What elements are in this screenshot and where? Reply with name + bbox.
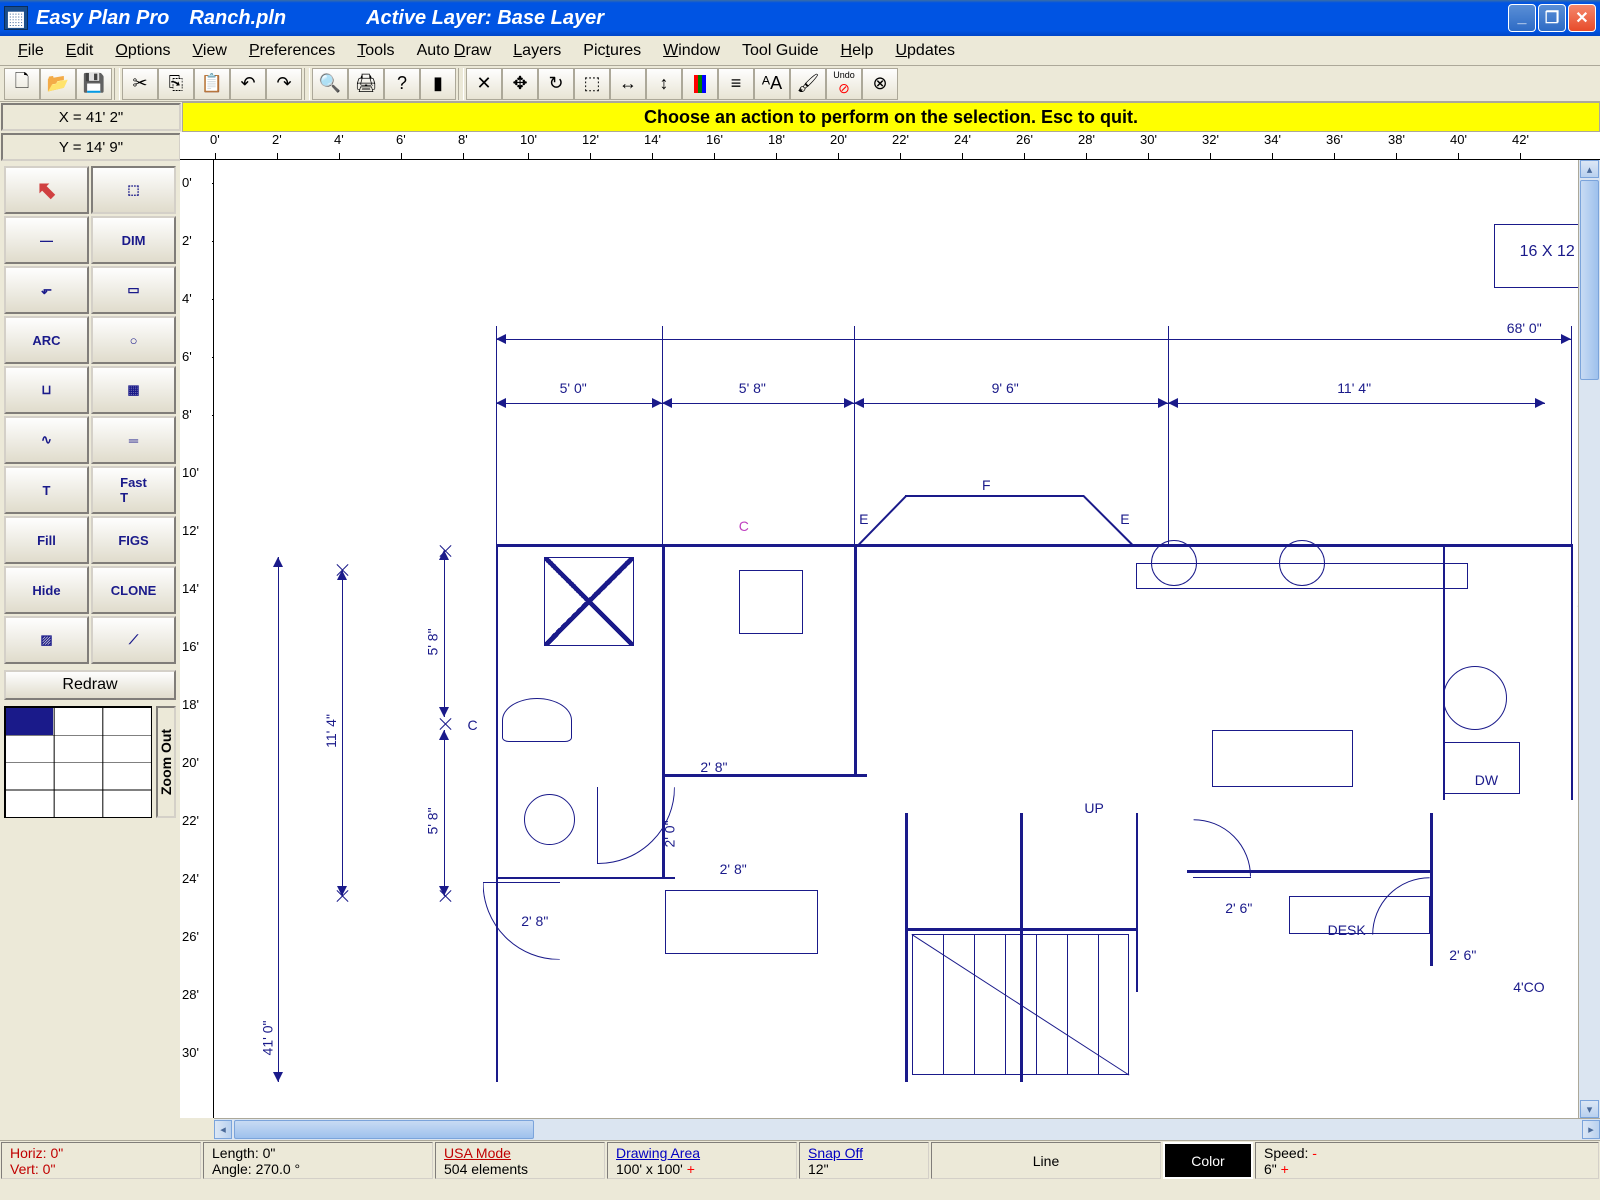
- menu-auto-draw[interactable]: Auto Draw: [407, 38, 502, 64]
- color-button[interactable]: Color: [1163, 1142, 1253, 1179]
- tool-marquee[interactable]: ⬚: [91, 166, 176, 214]
- tool-grid[interactable]: ▦: [91, 366, 176, 414]
- close-button[interactable]: ✕: [1568, 4, 1596, 32]
- app-icon: ▦: [4, 6, 28, 30]
- titlebar: ▦ Easy Plan Pro Ranch.pln Active Layer: …: [0, 0, 1600, 36]
- tool-ushape[interactable]: ⊔: [4, 366, 89, 414]
- scrollbar-horizontal[interactable]: ◂ ▸: [214, 1118, 1600, 1140]
- tb-vflip-button[interactable]: ↕: [646, 68, 682, 100]
- status-speed[interactable]: Speed: - 6" +: [1255, 1142, 1599, 1179]
- coord-x: X = 41' 2": [1, 103, 181, 131]
- tb-copy-button[interactable]: ⎘: [158, 68, 194, 100]
- tool-clone[interactable]: CLONE: [91, 566, 176, 614]
- tb-noundo-button[interactable]: Undo⊘: [826, 68, 862, 100]
- tb-cut-button[interactable]: ✂: [122, 68, 158, 100]
- tb-rotate-button[interactable]: ↻: [538, 68, 574, 100]
- redraw-button[interactable]: Redraw: [4, 670, 176, 700]
- menu-options[interactable]: Options: [105, 38, 180, 64]
- tool-circle[interactable]: ○: [91, 316, 176, 364]
- menu-updates[interactable]: Updates: [885, 38, 965, 64]
- tb-delete-button[interactable]: ✕: [466, 68, 502, 100]
- status-tool: Line: [931, 1142, 1161, 1179]
- toolbar: 🗋📂💾 ✂⎘📋↶↷ 🔍🖨?▮ ✕✥↻⬚↔↕ ≡ᴬA🖌Undo⊘⊗: [0, 66, 1600, 102]
- status-horiz-vert: Horiz: 0"Vert: 0": [1, 1142, 201, 1179]
- tb-open-button[interactable]: 📂: [40, 68, 76, 100]
- status-mode[interactable]: USA Mode 504 elements: [435, 1142, 605, 1179]
- file-name: Ranch.pln: [189, 7, 286, 30]
- menu-edit[interactable]: Edit: [56, 38, 104, 64]
- coord-y: Y = 14' 9": [1, 133, 181, 161]
- tb-move-button[interactable]: ✥: [502, 68, 538, 100]
- tool-spline[interactable]: ⟋: [91, 616, 176, 664]
- tb-hflip-button[interactable]: ↔: [610, 68, 646, 100]
- status-snap[interactable]: Snap Off 12": [799, 1142, 929, 1179]
- tb-line-button[interactable]: ≡: [718, 68, 754, 100]
- menu-file[interactable]: File: [8, 38, 54, 64]
- menu-layers[interactable]: Layers: [503, 38, 571, 64]
- tool-rect[interactable]: ▭: [91, 266, 176, 314]
- tool-text[interactable]: T: [4, 466, 89, 514]
- tool-beam[interactable]: ═: [91, 416, 176, 464]
- zoom-overview[interactable]: [4, 706, 152, 818]
- scroll-left-arrow[interactable]: ◂: [214, 1120, 232, 1139]
- tb-rgb-button[interactable]: [682, 68, 718, 100]
- active-layer: Active Layer: Base Layer: [366, 7, 604, 30]
- tool-palette: ⬉⬚—DIM⬐▭ARC○⊔▦∿═TFastTFillFIGSHideCLONE▨…: [0, 162, 180, 668]
- menu-pictures[interactable]: Pictures: [573, 38, 651, 64]
- floorplan-canvas[interactable]: CFEECDWUPDESK2' 8"2' 8"2' 8"2' 8"2' 6"2'…: [214, 160, 1578, 1118]
- tool-fill[interactable]: Fill: [4, 516, 89, 564]
- tool-dim[interactable]: DIM: [91, 216, 176, 264]
- menu-help[interactable]: Help: [831, 38, 884, 64]
- tool-pointer[interactable]: ⬉: [4, 166, 89, 214]
- menu-tools[interactable]: Tools: [347, 38, 404, 64]
- scrollbar-vertical[interactable]: ▴ ▾: [1578, 160, 1600, 1118]
- zoom-out-button[interactable]: Zoom Out: [156, 706, 176, 818]
- tb-select-button[interactable]: ⬚: [574, 68, 610, 100]
- tb-paste-button[interactable]: 📋: [194, 68, 230, 100]
- tool-line[interactable]: —: [4, 216, 89, 264]
- left-panel: Y = 14' 9" ⬉⬚—DIM⬐▭ARC○⊔▦∿═TFastTFillFIG…: [0, 132, 180, 1140]
- tb-undo-button[interactable]: ↶: [230, 68, 266, 100]
- tb-print-button[interactable]: 🖨: [348, 68, 384, 100]
- tb-redo-button[interactable]: ↷: [266, 68, 302, 100]
- tool-fasttext[interactable]: FastT: [91, 466, 176, 514]
- scroll-h-thumb[interactable]: [234, 1120, 534, 1139]
- tb-text-button[interactable]: ᴬA: [754, 68, 790, 100]
- app-name: Easy Plan Pro: [36, 7, 169, 30]
- tool-poly[interactable]: ⬐: [4, 266, 89, 314]
- status-area[interactable]: Drawing Area 100' x 100' +: [607, 1142, 797, 1179]
- status-length-angle: Length: 0"Angle: 270.0 °: [203, 1142, 433, 1179]
- statusbar: Horiz: 0"Vert: 0" Length: 0"Angle: 270.0…: [0, 1140, 1600, 1180]
- tb-save-button[interactable]: 💾: [76, 68, 112, 100]
- scroll-down-arrow[interactable]: ▾: [1580, 1100, 1599, 1118]
- selection-banner: Choose an action to perform on the selec…: [182, 102, 1600, 132]
- tb-brush-button[interactable]: 🖌: [790, 68, 826, 100]
- scroll-v-thumb[interactable]: [1580, 180, 1599, 380]
- tb-noaction-button[interactable]: ⊗: [862, 68, 898, 100]
- scroll-up-arrow[interactable]: ▴: [1580, 160, 1599, 178]
- maximize-button[interactable]: ❐: [1538, 4, 1566, 32]
- menu-preferences[interactable]: Preferences: [239, 38, 345, 64]
- menu-view[interactable]: View: [183, 38, 237, 64]
- scroll-right-arrow[interactable]: ▸: [1582, 1120, 1600, 1139]
- tool-arc[interactable]: ARC: [4, 316, 89, 364]
- tb-zoom-button[interactable]: 🔍: [312, 68, 348, 100]
- tool-curve[interactable]: ∿: [4, 416, 89, 464]
- menu-tool-guide[interactable]: Tool Guide: [732, 38, 829, 64]
- tb-door-button[interactable]: ▮: [420, 68, 456, 100]
- tool-image[interactable]: ▨: [4, 616, 89, 664]
- ruler-horizontal: 0'2'4'6'8'10'12'14'16'18'20'22'24'26'28'…: [180, 132, 1600, 160]
- tb-help-button[interactable]: ?: [384, 68, 420, 100]
- canvas-area: 0'2'4'6'8'10'12'14'16'18'20'22'24'26'28'…: [180, 132, 1600, 1140]
- tool-hide[interactable]: Hide: [4, 566, 89, 614]
- tb-new-button[interactable]: 🗋: [4, 68, 40, 100]
- minimize-button[interactable]: _: [1508, 4, 1536, 32]
- ruler-vertical: 0'2'4'6'8'10'12'14'16'18'20'22'24'26'28'…: [180, 160, 214, 1118]
- menubar: FileEditOptionsViewPreferencesToolsAuto …: [0, 36, 1600, 66]
- tool-figs[interactable]: FIGS: [91, 516, 176, 564]
- menu-window[interactable]: Window: [653, 38, 730, 64]
